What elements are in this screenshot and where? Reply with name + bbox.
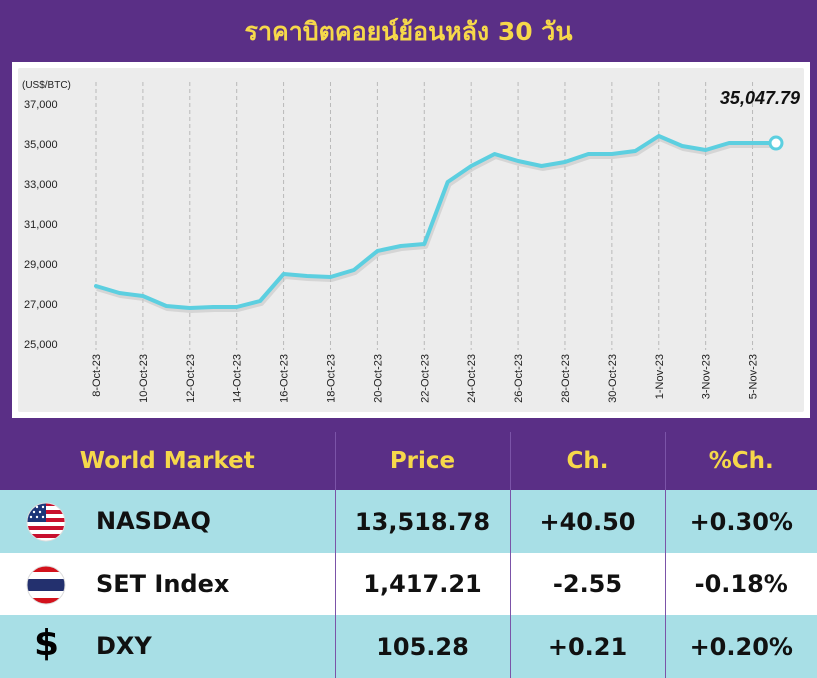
series-line — [94, 134, 778, 310]
market-name-cell: NASDAQ — [0, 490, 335, 553]
x-tick-label: 28-Oct-23 — [560, 354, 572, 403]
percent-change-cell: +0.20% — [664, 615, 817, 678]
y-unit-label: (US$/BTC) — [22, 80, 71, 91]
page-title: ราคาบิตคอยน์ย้อนหลัง 30 วัน — [244, 17, 573, 46]
x-tick-label: 18-Oct-23 — [325, 354, 337, 403]
table-header-row: World Market Price Ch. %Ch. — [0, 432, 817, 491]
table-row: $ DXY 105.28 +0.21 +0.20% — [0, 615, 817, 678]
x-tick-label: 24-Oct-23 — [466, 354, 478, 403]
y-tick-label: 31,000 — [24, 219, 58, 231]
y-tick-label: 27,000 — [24, 299, 58, 311]
x-tick-label: 16-Oct-23 — [279, 354, 291, 403]
price-cell: 13,518.78 — [334, 490, 510, 553]
price-cell: 1,417.21 — [334, 552, 510, 616]
y-tick-label: 37,000 — [24, 99, 58, 111]
x-tick-label: 30-Oct-23 — [607, 354, 619, 403]
line-chart: (US$/BTC) 25,000 27,000 29,000 31,000 33,000 3… — [18, 68, 804, 412]
percent-change-cell: +0.30% — [664, 490, 817, 553]
x-tick-label: 20-Oct-23 — [372, 354, 384, 403]
plot-background — [18, 68, 804, 412]
x-tick-label: 1-Nov-23 — [654, 354, 666, 399]
market-name: NASDAQ — [96, 507, 211, 536]
market-name-cell: $ DXY — [0, 615, 335, 678]
x-tick-label: 26-Oct-23 — [513, 354, 525, 403]
price-cell: 105.28 — [334, 615, 510, 678]
x-tick-label: 5-Nov-23 — [748, 354, 760, 399]
world-market-table: World Market Price Ch. %Ch. — [0, 432, 817, 678]
x-tick-label: 14-Oct-23 — [232, 354, 244, 403]
y-tick-label: 29,000 — [24, 259, 58, 271]
header-price: Price — [334, 432, 510, 491]
x-tick-label: 8-Oct-23 — [91, 354, 103, 397]
y-tick-label: 25,000 — [24, 339, 58, 351]
market-name: DXY — [96, 632, 152, 661]
header-change: Ch. — [509, 432, 665, 491]
us-flag-icon — [26, 502, 66, 542]
x-tick-label: 22-Oct-23 — [419, 354, 431, 403]
table-row: SET Index 1,417.21 -2.55 -0.18% — [0, 552, 817, 616]
last-value-label: 35,047.79 — [720, 88, 800, 108]
title-bar: ราคาบิตคอยน์ย้อนหลัง 30 วัน — [0, 0, 817, 62]
table-row: NASDAQ 13,518.78 +40.50 +0.30% — [0, 490, 817, 553]
change-cell: +0.21 — [509, 615, 665, 678]
y-tick-label: 33,000 — [24, 179, 58, 191]
change-cell: +40.50 — [509, 490, 665, 553]
market-name-cell: SET Index — [0, 552, 335, 616]
x-tick-label: 3-Nov-23 — [701, 354, 713, 399]
header-world-market: World Market — [0, 432, 335, 491]
market-name: SET Index — [96, 569, 230, 598]
x-tick-label: 10-Oct-23 — [138, 354, 150, 403]
dollar-icon: $ — [34, 623, 60, 665]
thai-flag-icon — [26, 565, 66, 605]
header-percent-change: %Ch. — [664, 432, 817, 491]
y-tick-label: 35,000 — [24, 139, 58, 151]
change-cell: -2.55 — [509, 552, 665, 616]
chart-panel: (US$/BTC) 25,000 27,000 29,000 31,000 33,000 3… — [12, 62, 810, 418]
data-point — [768, 135, 784, 151]
x-tick-label: 12-Oct-23 — [185, 354, 197, 403]
percent-change-cell: -0.18% — [664, 552, 817, 616]
